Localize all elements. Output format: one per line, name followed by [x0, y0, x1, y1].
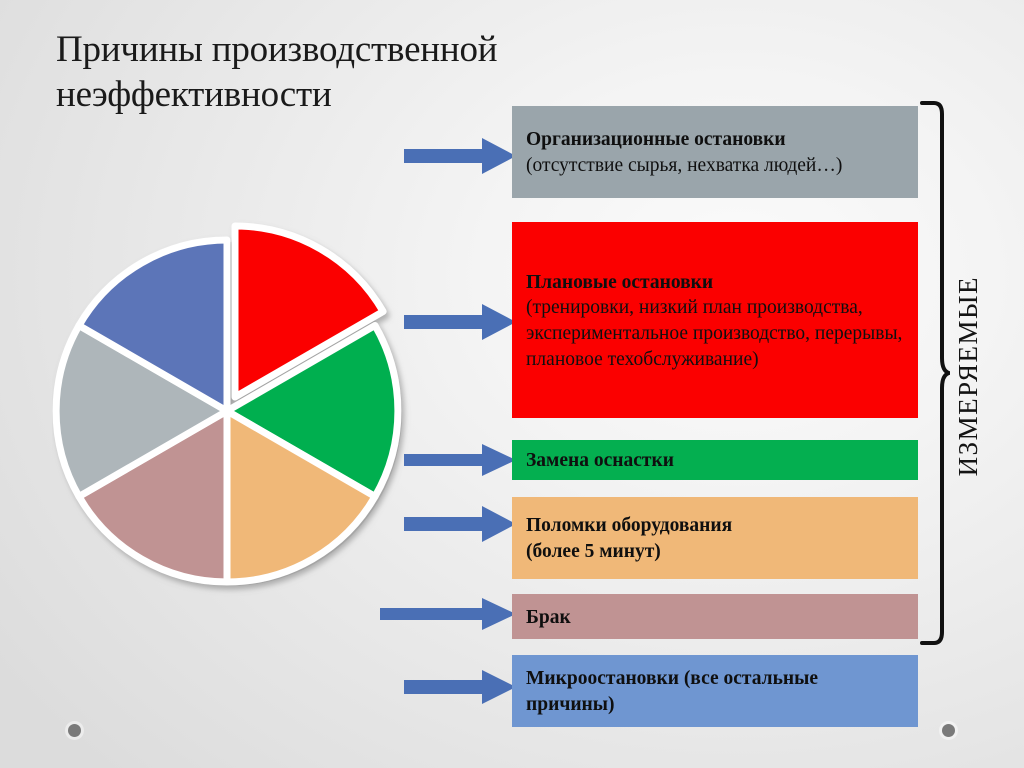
- pie-slice-equipment-breakdowns: [223, 407, 379, 586]
- pie-slice-planned-stops: [231, 222, 387, 401]
- arrow-to-equipment-breakdowns: [404, 506, 516, 542]
- callout-heading: Поломки оборудования: [526, 515, 733, 537]
- decorative-dot-left: [68, 724, 81, 737]
- callout-body: (отсутствие сырья, нехватка людей…): [526, 155, 843, 176]
- callout-defects[interactable]: Брак: [512, 594, 918, 639]
- callout-planned-stops[interactable]: Плановые остановки (тренировки, низкий п…: [512, 222, 918, 418]
- measurable-brace: [920, 100, 950, 646]
- callout-heading: Брак: [526, 606, 571, 628]
- arrow-to-micro-stops: [404, 670, 516, 704]
- callout-organizational-stops[interactable]: Организационные остановки (отсутствие сы…: [512, 106, 918, 198]
- callout-equipment-breakdowns[interactable]: Поломки оборудования (более 5 минут): [512, 497, 918, 579]
- arrow-to-defects: [380, 598, 516, 630]
- callout-tooling-change[interactable]: Замена оснастки: [512, 440, 918, 480]
- measurable-label: ИЗМЕРЯЕМЫЕ: [948, 196, 988, 556]
- arrow-to-organizational-stops: [404, 138, 516, 174]
- callout-heading: Плановые остановки: [526, 271, 714, 293]
- pie-chart: [52, 186, 426, 606]
- pie-slice-tooling-change: [223, 322, 402, 500]
- pie-slice-organizational-stops: [52, 322, 231, 500]
- callout-body: (тренировки, низкий план производства, э…: [526, 297, 903, 370]
- callout-heading: Замена оснастки: [526, 450, 674, 472]
- pie-slice-defects: [75, 407, 231, 586]
- measurable-label-text: ИЗМЕРЯЕМЫЕ: [952, 275, 983, 477]
- pie-slice-micro-stops: [75, 236, 231, 415]
- callout-micro-stops[interactable]: Микроостановки (все остальные причины): [512, 655, 918, 727]
- decorative-dot-right: [942, 724, 955, 737]
- callout-heading: Организационные остановки: [526, 129, 786, 151]
- callout-body: (более 5 минут): [526, 541, 661, 562]
- page-title: Причины производственной неэффективности: [56, 28, 498, 115]
- callout-heading: Микроостановки (все остальные причины): [526, 668, 819, 715]
- arrow-to-tooling-change: [404, 444, 516, 476]
- arrow-to-planned-stops: [404, 304, 516, 340]
